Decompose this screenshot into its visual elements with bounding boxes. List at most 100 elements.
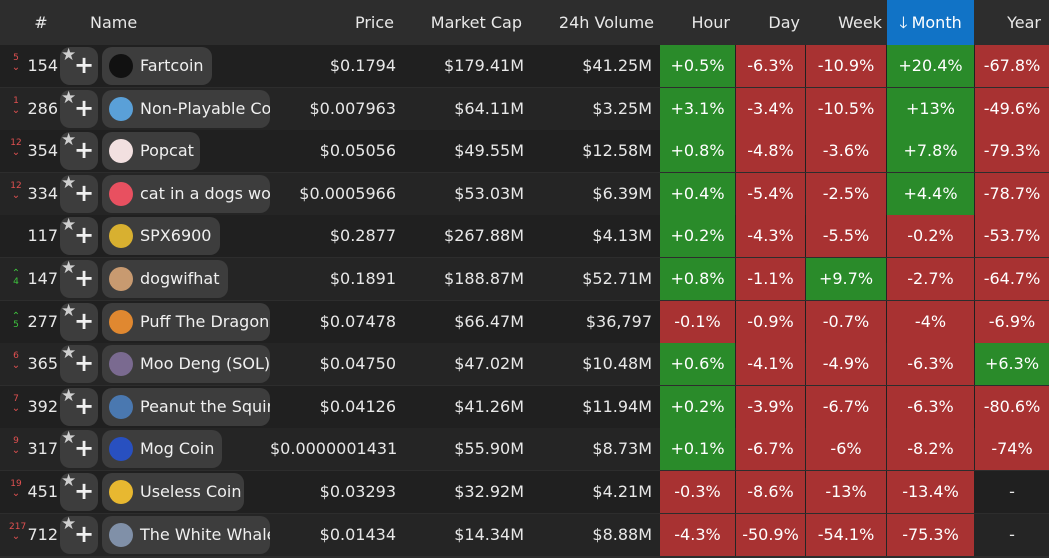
table-row[interactable]: 117 ★ + SPX6900 $0.2877 $267.88M $4.13M +0.2% -4… bbox=[0, 215, 1049, 257]
star-icon: ★ bbox=[61, 88, 77, 108]
year-change: -6.9% bbox=[975, 301, 1049, 343]
coin-name-button[interactable]: cat in a dogs wo bbox=[102, 175, 270, 213]
table-row[interactable]: ⌃ 4 147 ★ + dogwifhat $0.1891 $188.87M $52.71M +0… bbox=[0, 258, 1049, 300]
rank-change-value: 19 bbox=[10, 479, 22, 489]
hour-change: +0.2% bbox=[660, 215, 735, 257]
coin-name-button[interactable]: Popcat bbox=[102, 132, 200, 170]
market-cap-value: $41.26M bbox=[454, 397, 524, 416]
price-value: $0.04750 bbox=[319, 354, 396, 373]
rank-down-icon: ⌄ bbox=[11, 62, 21, 73]
add-favorite-button[interactable]: ★ + bbox=[60, 514, 98, 554]
rank-change-value: 217 bbox=[9, 522, 27, 532]
table-row[interactable]: 9 ⌄ 317 ★ + Mog Coin $0.0000001431 $55.90M $8.73… bbox=[0, 428, 1049, 470]
price-value: $0.04126 bbox=[319, 397, 396, 416]
star-icon: ★ bbox=[61, 215, 77, 235]
month-change: +20.4% bbox=[887, 45, 974, 87]
rank-change-value: 12 bbox=[10, 181, 22, 191]
coin-name-button[interactable]: Puff The Dragon bbox=[102, 303, 270, 341]
add-favorite-button[interactable]: ★ + bbox=[60, 173, 98, 213]
rank-change-value: 7 bbox=[13, 394, 19, 404]
table-row[interactable]: 6 ⌄ 365 ★ + Moo Deng (SOL) $0.04750 $47.02M $10.… bbox=[0, 343, 1049, 385]
header-year[interactable]: Year bbox=[1007, 13, 1041, 32]
header-hour[interactable]: Hour bbox=[691, 13, 730, 32]
header-rank[interactable]: # bbox=[34, 13, 48, 32]
add-favorite-button[interactable]: ★ + bbox=[60, 386, 98, 426]
year-change: - bbox=[1009, 482, 1015, 501]
day-change: -8.6% bbox=[736, 471, 805, 513]
rank-value: 451 bbox=[27, 482, 58, 501]
market-cap-value: $55.90M bbox=[454, 439, 524, 458]
coin-name-button[interactable]: Peanut the Squir bbox=[102, 388, 270, 426]
header-name[interactable]: Name bbox=[90, 13, 138, 32]
rank-change-value: 5 bbox=[13, 53, 19, 63]
rank-value: 277 bbox=[27, 312, 58, 331]
rank-value: 392 bbox=[27, 397, 58, 416]
plus-icon: + bbox=[74, 349, 95, 377]
add-favorite-button[interactable]: ★ + bbox=[60, 343, 98, 383]
header-price[interactable]: Price bbox=[354, 13, 394, 32]
price-value: $0.007963 bbox=[309, 99, 396, 118]
coin-logo-icon bbox=[109, 310, 133, 334]
add-favorite-button[interactable]: ★ + bbox=[60, 130, 98, 170]
volume-value: $4.21M bbox=[592, 482, 652, 501]
table-row[interactable]: 7 ⌄ 392 ★ + Peanut the Squir $0.04126 $41.26M $1… bbox=[0, 386, 1049, 428]
star-icon: ★ bbox=[61, 386, 77, 406]
table-row[interactable]: 1 ⌄ 286 ★ + Non-Playable Co $0.007963 $64.11M $3… bbox=[0, 88, 1049, 130]
add-favorite-button[interactable]: ★ + bbox=[60, 428, 98, 468]
hour-change: +0.5% bbox=[660, 45, 735, 87]
add-favorite-button[interactable]: ★ + bbox=[60, 215, 98, 255]
day-change: -0.9% bbox=[736, 301, 805, 343]
star-icon: ★ bbox=[61, 471, 77, 491]
coin-logo-icon bbox=[109, 54, 133, 78]
coin-logo-icon bbox=[109, 480, 133, 504]
market-cap-value: $53.03M bbox=[454, 184, 524, 203]
table-row[interactable]: 19 ⌄ 451 ★ + Useless Coin $0.03293 $32.92M $4.21… bbox=[0, 471, 1049, 513]
add-favorite-button[interactable]: ★ + bbox=[60, 88, 98, 128]
month-change: +7.8% bbox=[887, 130, 974, 172]
plus-icon: + bbox=[74, 434, 95, 462]
coin-name-button[interactable]: The White Whale bbox=[102, 516, 270, 554]
table-row[interactable]: ⌃ 5 277 ★ + Puff The Dragon $0.07478 $66.47M $36… bbox=[0, 301, 1049, 343]
header-24h-volume[interactable]: 24h Volume bbox=[558, 13, 654, 32]
week-change: -5.5% bbox=[806, 215, 886, 257]
coin-name-button[interactable]: Useless Coin bbox=[102, 473, 244, 511]
add-favorite-button[interactable]: ★ + bbox=[60, 45, 98, 85]
coin-name-button[interactable]: dogwifhat bbox=[102, 260, 228, 298]
coin-name-button[interactable]: Moo Deng (SOL) bbox=[102, 345, 270, 383]
header-day[interactable]: Day bbox=[768, 13, 800, 32]
coin-name-button[interactable]: Non-Playable Co bbox=[102, 90, 270, 128]
add-favorite-button[interactable]: ★ + bbox=[60, 258, 98, 298]
add-favorite-button[interactable]: ★ + bbox=[60, 471, 98, 511]
year-change: -67.8% bbox=[975, 45, 1049, 87]
coin-name-button[interactable]: SPX6900 bbox=[102, 217, 220, 255]
header-market-cap[interactable]: Market Cap bbox=[430, 13, 522, 32]
market-cap-value: $267.88M bbox=[444, 226, 524, 245]
table-row[interactable]: 217 ⌄ 712 ★ + The White Whale $0.01434 $14.34M $… bbox=[0, 514, 1049, 556]
plus-icon: + bbox=[74, 477, 95, 505]
month-change: -8.2% bbox=[887, 428, 974, 470]
table-row[interactable]: 5 ⌄ 154 ★ + Fartcoin $0.1794 $179.41M $41.25M +0.… bbox=[0, 45, 1049, 87]
header-week[interactable]: Week bbox=[838, 13, 882, 32]
coin-logo-icon bbox=[109, 267, 133, 291]
header-month-sorted[interactable]: 🡓 Month bbox=[887, 0, 974, 45]
star-icon: ★ bbox=[61, 343, 77, 363]
plus-icon: + bbox=[74, 221, 95, 249]
price-value: $0.03293 bbox=[319, 482, 396, 501]
star-icon: ★ bbox=[61, 428, 77, 448]
add-favorite-button[interactable]: ★ + bbox=[60, 301, 98, 341]
coin-name: Popcat bbox=[140, 141, 194, 160]
rank-down-icon: ⌄ bbox=[11, 105, 21, 116]
table-row[interactable]: 12 ⌄ 354 ★ + Popcat $0.05056 $49.55M $12.58M +0.8… bbox=[0, 130, 1049, 172]
header-month-label: Month bbox=[911, 13, 962, 32]
coin-name-button[interactable]: Fartcoin bbox=[102, 47, 212, 85]
price-value: $0.05056 bbox=[319, 141, 396, 160]
plus-icon: + bbox=[74, 264, 95, 292]
volume-value: $8.73M bbox=[592, 439, 652, 458]
coin-name-button[interactable]: Mog Coin bbox=[102, 430, 222, 468]
market-cap-value: $188.87M bbox=[444, 269, 524, 288]
coin-name: Useless Coin bbox=[140, 482, 242, 501]
week-change: +9.7% bbox=[806, 258, 886, 300]
table-row[interactable]: 12 ⌄ 334 ★ + cat in a dogs wo $0.0005966 $53.03… bbox=[0, 173, 1049, 215]
hour-change: -0.1% bbox=[660, 301, 735, 343]
volume-value: $10.48M bbox=[582, 354, 652, 373]
